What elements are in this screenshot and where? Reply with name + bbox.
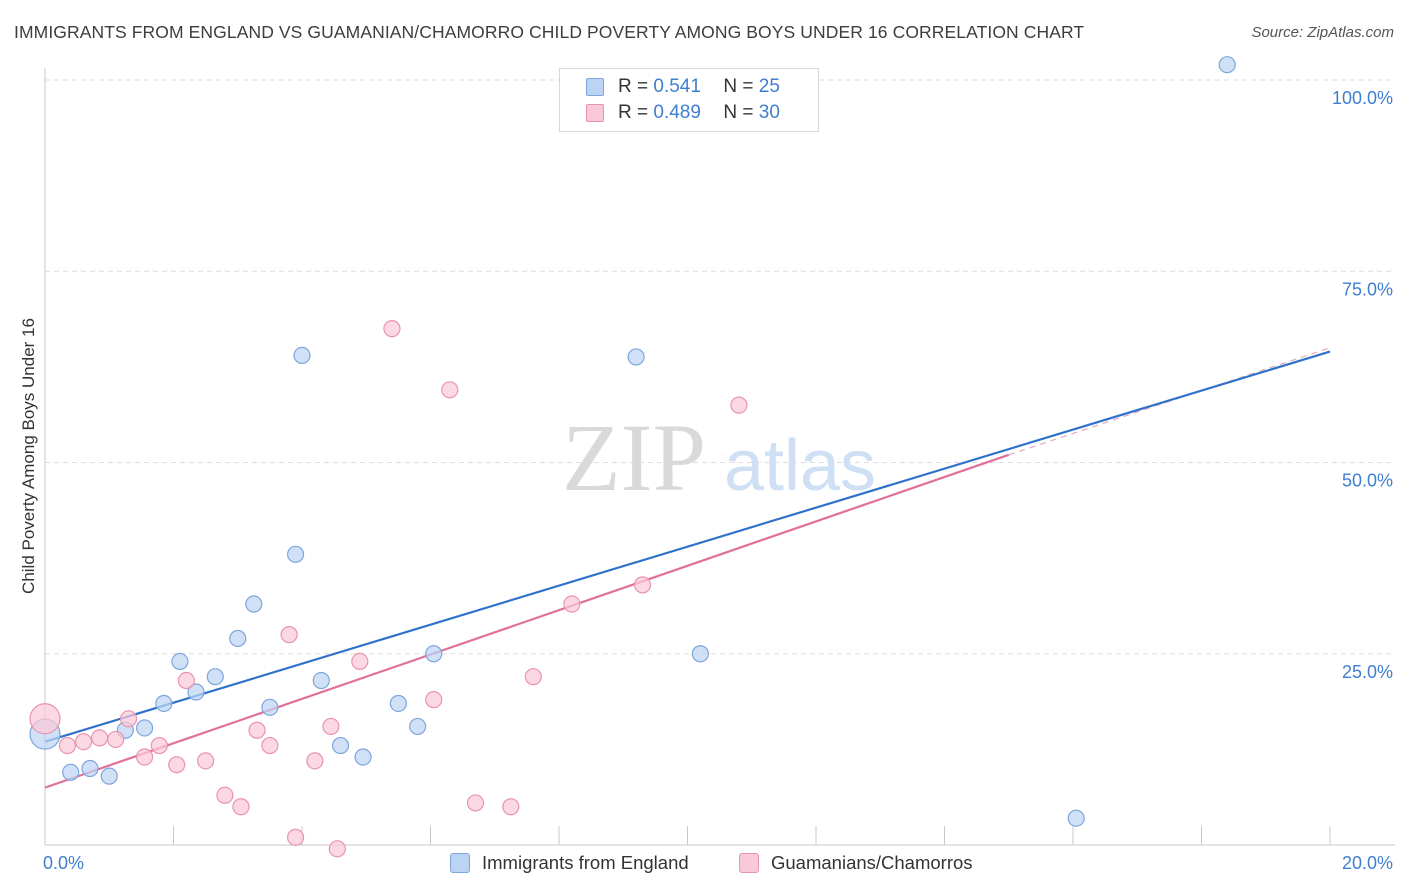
- point-chamorro: [216, 786, 234, 804]
- point-england: [62, 763, 80, 781]
- point-chamorro: [730, 396, 748, 414]
- point-chamorro: [91, 729, 109, 747]
- point-chamorro: [425, 691, 443, 709]
- point-england: [389, 694, 407, 713]
- legend-r-value: 0.489: [653, 102, 701, 123]
- point-england: [331, 736, 350, 755]
- trend-line-chamorro: [44, 453, 1010, 789]
- point-england: [81, 759, 99, 778]
- point-chamorro: [466, 794, 485, 812]
- legend-r-label: R =: [618, 102, 649, 123]
- bottom-legend-england: Immigrants from England: [450, 852, 689, 874]
- y-tick-label: 75.0%: [1342, 279, 1393, 299]
- point-chamorro: [328, 840, 346, 858]
- legend-row-england: R = 0.541 N = 25: [586, 74, 780, 100]
- data-points: [29, 56, 1236, 858]
- legend-r-value: 0.541: [653, 76, 701, 97]
- point-england: [135, 719, 154, 737]
- correlation-legend: R = 0.541 N = 25 R = 0.489 N = 30: [559, 68, 819, 132]
- grid-lines: [45, 79, 1395, 655]
- point-england: [354, 748, 372, 766]
- point-chamorro: [322, 717, 340, 736]
- legend-n-value: 25: [758, 76, 780, 97]
- point-england: [425, 645, 443, 663]
- point-england: [100, 767, 118, 785]
- point-chamorro: [441, 381, 459, 399]
- x-tick-label: 0.0%: [43, 853, 84, 873]
- legend-r-label: R =: [618, 76, 649, 97]
- legend-row-chamorro: R = 0.489 N = 30: [586, 100, 780, 126]
- point-chamorro: [74, 733, 93, 751]
- y-tick-labels: 100.0% 75.0% 50.0% 25.0%: [1332, 88, 1393, 682]
- point-chamorro: [248, 721, 266, 739]
- legend-n-label: N =: [723, 102, 754, 123]
- point-chamorro: [135, 748, 154, 766]
- y-tick-label: 100.0%: [1332, 88, 1393, 108]
- chart-title: IMMIGRANTS FROM ENGLAND VS GUAMANIAN/CHA…: [14, 22, 1085, 42]
- point-england: [293, 346, 311, 364]
- point-england: [206, 668, 224, 686]
- point-england: [1218, 56, 1236, 74]
- bottom-legend-swatch-blue: [450, 853, 470, 873]
- bottom-legend-chamorro: Guamanians/Chamorros: [739, 852, 973, 874]
- point-england: [229, 629, 247, 648]
- x-tick-labels: 0.0% 20.0%: [43, 853, 1393, 873]
- y-tick-label: 25.0%: [1342, 662, 1393, 682]
- point-england: [286, 545, 305, 563]
- bottom-legend-swatch-pink: [739, 853, 759, 873]
- trend-lines: [44, 347, 1331, 789]
- y-axis-label: Child Poverty Among Boys Under 16: [19, 318, 38, 594]
- trend-line-england: [44, 350, 1331, 743]
- point-chamorro: [58, 736, 77, 755]
- y-tick-label: 50.0%: [1342, 471, 1393, 491]
- bottom-legend-label: Immigrants from England: [482, 852, 689, 873]
- legend-n-label: N =: [723, 76, 754, 97]
- point-chamorro: [150, 736, 168, 755]
- point-england: [261, 698, 279, 716]
- watermark-zip: ZIP: [562, 404, 706, 511]
- axes: [44, 68, 1395, 846]
- bottom-legend-label: Guamanians/Chamorros: [771, 852, 973, 873]
- point-chamorro: [232, 798, 250, 816]
- point-chamorro: [29, 703, 61, 735]
- point-chamorro: [306, 752, 324, 770]
- point-chamorro: [168, 756, 186, 774]
- point-england: [1067, 809, 1085, 827]
- point-chamorro: [502, 798, 520, 816]
- source-credit: Source: ZipAtlas.com: [1251, 24, 1394, 41]
- point-chamorro: [107, 730, 125, 749]
- point-chamorro: [351, 652, 369, 671]
- point-chamorro: [286, 828, 305, 846]
- point-chamorro: [563, 595, 581, 613]
- point-england: [171, 652, 189, 671]
- point-chamorro: [177, 671, 195, 690]
- watermark-atlas: atlas: [724, 426, 876, 506]
- point-england: [409, 717, 427, 736]
- point-england: [187, 683, 205, 701]
- point-england: [691, 645, 709, 663]
- point-england: [627, 348, 645, 366]
- point-england: [312, 671, 330, 690]
- x-tick-label: 20.0%: [1342, 853, 1393, 873]
- point-chamorro: [261, 736, 279, 755]
- point-chamorro: [524, 668, 542, 686]
- point-chamorro: [119, 710, 138, 728]
- point-chamorro: [383, 320, 401, 338]
- legend-swatch-pink: [586, 104, 604, 122]
- legend-n-value: 30: [758, 102, 780, 123]
- legend-swatch-blue: [586, 78, 604, 96]
- point-chamorro: [633, 576, 652, 594]
- point-england: [155, 694, 173, 713]
- point-chamorro: [197, 752, 215, 770]
- point-chamorro: [280, 626, 298, 644]
- point-england: [245, 595, 263, 613]
